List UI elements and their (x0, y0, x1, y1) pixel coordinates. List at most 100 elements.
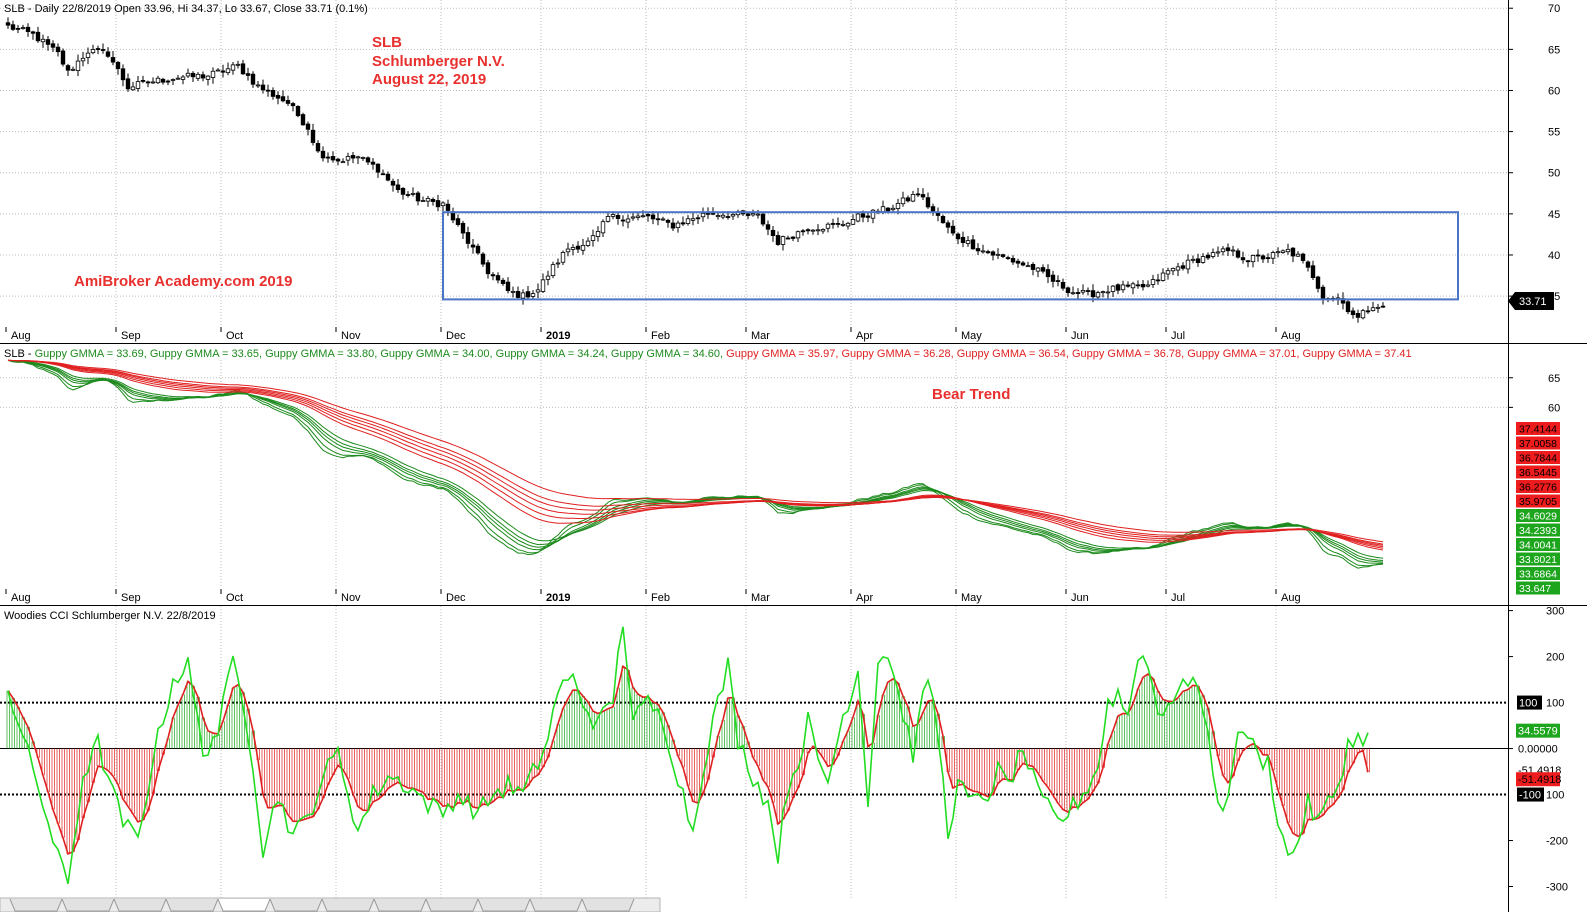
candle-body (910, 194, 916, 202)
candle-body (30, 31, 36, 34)
gmma-value-tag (1516, 436, 1560, 450)
candle-body (270, 90, 276, 97)
gmma-value-tag (1516, 465, 1560, 479)
candle-body (465, 232, 471, 244)
candle-body (710, 212, 716, 215)
gmma-value-label: 33.647 (1519, 583, 1551, 595)
candle-body (925, 197, 931, 208)
x-tick-label: Feb (651, 330, 670, 342)
y-tick-label: 40 (1548, 250, 1560, 262)
candle-body (485, 262, 491, 275)
candle-body (1070, 292, 1076, 295)
cci-y-axis: 3002000-200-300 (1508, 606, 1568, 894)
x-tick-label: Mar (751, 592, 770, 604)
candle-body (255, 84, 261, 87)
candle-body (1375, 306, 1381, 309)
candle-body (285, 100, 291, 104)
candle-body (405, 194, 411, 196)
candle-body (560, 252, 566, 263)
gmma-line (7, 359, 1384, 549)
candle-body (920, 194, 926, 198)
candle-body (1045, 269, 1051, 278)
candle-body (850, 219, 856, 225)
candle-body (330, 156, 336, 161)
candle-body (460, 222, 466, 234)
candle-body (1255, 254, 1261, 257)
candle-body (275, 94, 281, 99)
candle-body (1310, 265, 1316, 278)
candle-body (1160, 272, 1166, 281)
candle-body (680, 222, 686, 225)
candle-body (240, 63, 246, 75)
x-tick-label: Oct (226, 330, 243, 342)
cci-plus100-label-tag (1517, 695, 1542, 710)
candle-body (1025, 265, 1031, 268)
candle-body (590, 235, 596, 241)
candle-body (1155, 279, 1161, 282)
candle-body (340, 161, 346, 164)
candle-body (1165, 270, 1171, 275)
gmma-header-entry: Guppy GMMA = 37.01, (1187, 348, 1302, 360)
candle-body (150, 81, 156, 84)
candle-body (1080, 289, 1086, 293)
candle-body (440, 202, 446, 207)
candle-body (365, 157, 371, 163)
candle-body (310, 129, 316, 143)
candle-body (870, 209, 876, 219)
candle-body (810, 229, 816, 232)
candle-body (300, 114, 306, 126)
candle-body (25, 26, 31, 32)
candle-body (580, 244, 586, 251)
candle-body (640, 215, 646, 218)
candle-body (350, 155, 356, 159)
x-tick-label: 2019 (546, 592, 570, 604)
candle-body (825, 223, 831, 229)
candle-body (265, 89, 271, 92)
candle-body (1190, 258, 1196, 261)
candle-body (60, 50, 66, 65)
gmma-header-entry: Guppy GMMA = 34.00, (380, 348, 495, 360)
candle-body (940, 216, 946, 224)
candle-body (20, 27, 26, 29)
candle-body (625, 218, 631, 223)
candle-body (635, 215, 641, 218)
gmma-header-entry: Guppy GMMA = 37.41 (1303, 348, 1412, 360)
price-candles (5, 17, 1386, 323)
candle-body (1230, 249, 1236, 252)
candle-body (1370, 307, 1376, 311)
candle-body (1115, 284, 1121, 291)
candle-body (420, 200, 426, 202)
gmma-value-tag (1516, 480, 1560, 493)
candle-body (205, 75, 211, 80)
candle-body (85, 52, 91, 58)
candle-body (370, 161, 376, 165)
candle-body (470, 244, 476, 248)
candle-body (260, 84, 266, 91)
candle-body (445, 203, 451, 211)
gmma-value-tag (1516, 509, 1560, 522)
candle-body (1195, 258, 1201, 264)
candle-body (1320, 286, 1326, 300)
candle-body (1300, 253, 1306, 261)
candle-body (990, 251, 996, 256)
candle-body (670, 222, 676, 229)
candle-body (1295, 253, 1301, 257)
annotation-date: August 22, 2019 (372, 71, 486, 88)
candle-body (715, 215, 721, 217)
gmma-header-entry: Guppy GMMA = 36.78, (1072, 348, 1187, 360)
candle-body (200, 74, 206, 79)
candle-body (1175, 266, 1181, 271)
sheet-tab-strip[interactable] (0, 897, 661, 913)
candle-body (970, 239, 976, 250)
cci-trigger-line (7, 664, 1369, 855)
candle-body (690, 218, 696, 221)
candle-body (1280, 250, 1286, 253)
y-tick-label: 50 (1548, 168, 1560, 180)
candle-body (1215, 251, 1221, 254)
candle-body (1250, 255, 1256, 263)
x-tick-label: Aug (11, 330, 31, 342)
candle-body (430, 199, 436, 202)
candle-body (395, 184, 401, 191)
candle-body (880, 206, 886, 213)
